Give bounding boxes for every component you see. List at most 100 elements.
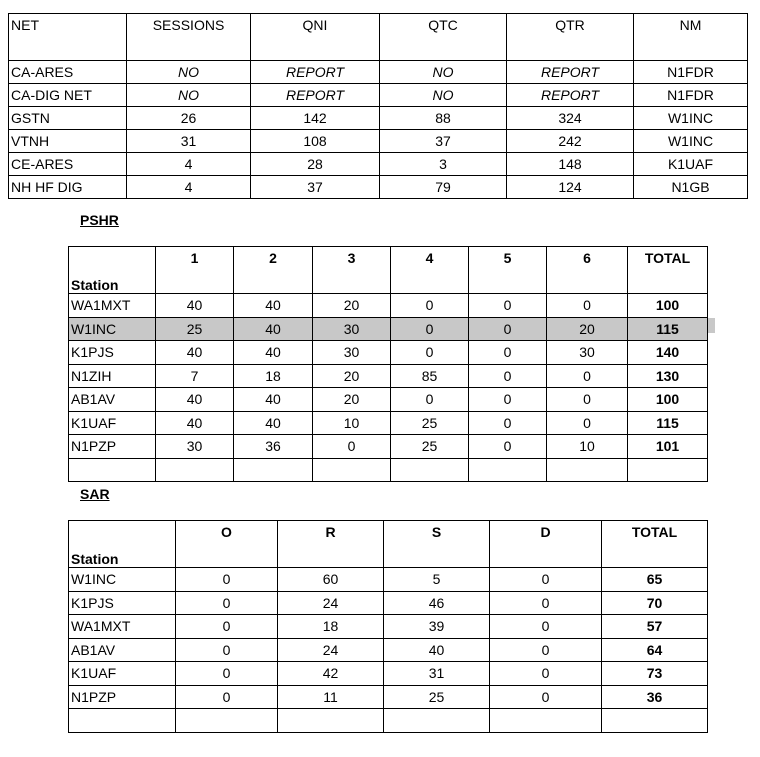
row-label: VTNH	[8, 129, 127, 153]
table-cell: 115	[627, 316, 708, 341]
table-row: AB1AV 0 24 40 0 64	[68, 637, 708, 662]
row-label: GSTN	[8, 106, 127, 130]
table-cell: 242	[506, 129, 634, 153]
table-cell: 24	[277, 590, 384, 615]
column-header: 6	[546, 246, 628, 294]
empty-cell	[277, 708, 384, 733]
table-row: N1ZIH 7 18 20 85 0 0 130	[68, 363, 708, 388]
empty-cell	[468, 457, 547, 482]
table-row: CA-ARES NO REPORT NO REPORT N1FDR	[8, 60, 748, 84]
table-cell: 101	[627, 434, 708, 459]
table-cell: 70	[601, 590, 708, 615]
sar-title: SAR	[80, 486, 110, 502]
table-row: N1PZP 30 36 0 25 0 10 101	[68, 434, 708, 459]
header-row: NET SESSIONS QNI QTC QTR NM	[8, 13, 748, 61]
table-cell: 0	[390, 340, 469, 365]
table-cell: 0	[546, 410, 628, 435]
table-cell: 40	[233, 410, 313, 435]
table-row: CE-ARES 4 28 3 148 K1UAF	[8, 152, 748, 176]
table-cell: 40	[233, 387, 313, 412]
table-cell: 0	[390, 316, 469, 341]
table-cell: 30	[155, 434, 234, 459]
table-cell: 3	[379, 152, 507, 176]
table-cell: 31	[383, 661, 490, 686]
table-row: K1PJS 40 40 30 0 0 30 140	[68, 340, 708, 365]
row-label: W1INC	[68, 567, 176, 592]
table-cell: 4	[126, 175, 251, 199]
table-cell: 30	[312, 340, 391, 365]
empty-row	[68, 708, 708, 733]
table-cell: 108	[250, 129, 380, 153]
table-cell: 37	[379, 129, 507, 153]
table-cell: NO	[126, 60, 251, 84]
empty-cell	[175, 708, 278, 733]
table-cell: 0	[546, 387, 628, 412]
table-cell: 0	[489, 661, 602, 686]
pshr-table: Station 1 2 3 4 5 6 TOTAL WA1MXT 40 40 20 0 0 0 100 W1IN…	[68, 246, 708, 482]
row-label: CA-ARES	[8, 60, 127, 84]
table-cell: 142	[250, 106, 380, 130]
table-cell: 20	[312, 293, 391, 318]
empty-cell	[155, 457, 234, 482]
row-label: N1ZIH	[68, 363, 156, 388]
column-header: 5	[468, 246, 547, 294]
table-row: W1INC 25 40 30 0 0 20 115	[68, 316, 708, 341]
table-cell: 5	[383, 567, 490, 592]
table-cell: 7	[155, 363, 234, 388]
table-cell: 10	[546, 434, 628, 459]
table-cell: 20	[312, 387, 391, 412]
table-cell: 30	[312, 316, 391, 341]
table-cell: NO	[379, 60, 507, 84]
table-cell: 0	[312, 434, 391, 459]
table-cell: 0	[468, 434, 547, 459]
table-cell: 25	[390, 410, 469, 435]
empty-cell	[233, 457, 313, 482]
sar-table: Station O R S D TOTAL W1INC 0 60 5 0 65 K1PJS 0 24 46 0 7…	[68, 520, 708, 733]
table-cell: 4	[126, 152, 251, 176]
table-row: VTNH 31 108 37 242 W1INC	[8, 129, 748, 153]
table-cell: NO	[379, 83, 507, 107]
table-cell: 324	[506, 106, 634, 130]
table-cell: REPORT	[250, 83, 380, 107]
column-header: S	[383, 520, 490, 568]
table-cell: 0	[390, 387, 469, 412]
column-header: Station	[68, 246, 156, 294]
table-cell: 0	[390, 293, 469, 318]
table-cell: 115	[627, 410, 708, 435]
table-cell: REPORT	[506, 60, 634, 84]
table-cell: NO	[126, 83, 251, 107]
table-cell: W1INC	[633, 106, 748, 130]
row-label: N1PZP	[68, 434, 156, 459]
row-label: AB1AV	[68, 387, 156, 412]
table-row: WA1MXT 40 40 20 0 0 0 100	[68, 293, 708, 318]
column-header: QTR	[506, 13, 634, 61]
empty-cell	[68, 457, 156, 482]
table-cell: 88	[379, 106, 507, 130]
column-header: QNI	[250, 13, 380, 61]
table-cell: 18	[277, 614, 384, 639]
table-cell: 40	[155, 340, 234, 365]
row-label: WA1MXT	[68, 614, 176, 639]
table-cell: 0	[546, 293, 628, 318]
table-cell: 57	[601, 614, 708, 639]
empty-cell	[390, 457, 469, 482]
table-cell: 39	[383, 614, 490, 639]
table-cell: N1GB	[633, 175, 748, 199]
empty-row	[68, 457, 708, 482]
table-cell: N1FDR	[633, 83, 748, 107]
table-cell: 0	[468, 363, 547, 388]
row-label: NH HF DIG	[8, 175, 127, 199]
empty-cell	[627, 457, 708, 482]
empty-cell	[489, 708, 602, 733]
column-header: O	[175, 520, 278, 568]
pshr-title: PSHR	[80, 212, 119, 228]
table-cell: 0	[175, 590, 278, 615]
table-cell: 37	[250, 175, 380, 199]
table-cell: 40	[233, 340, 313, 365]
column-header: 2	[233, 246, 313, 294]
table-cell: 0	[489, 637, 602, 662]
table-cell: W1INC	[633, 129, 748, 153]
table-cell: 40	[233, 293, 313, 318]
table-row: GSTN 26 142 88 324 W1INC	[8, 106, 748, 130]
table-row: NH HF DIG 4 37 79 124 N1GB	[8, 175, 748, 199]
